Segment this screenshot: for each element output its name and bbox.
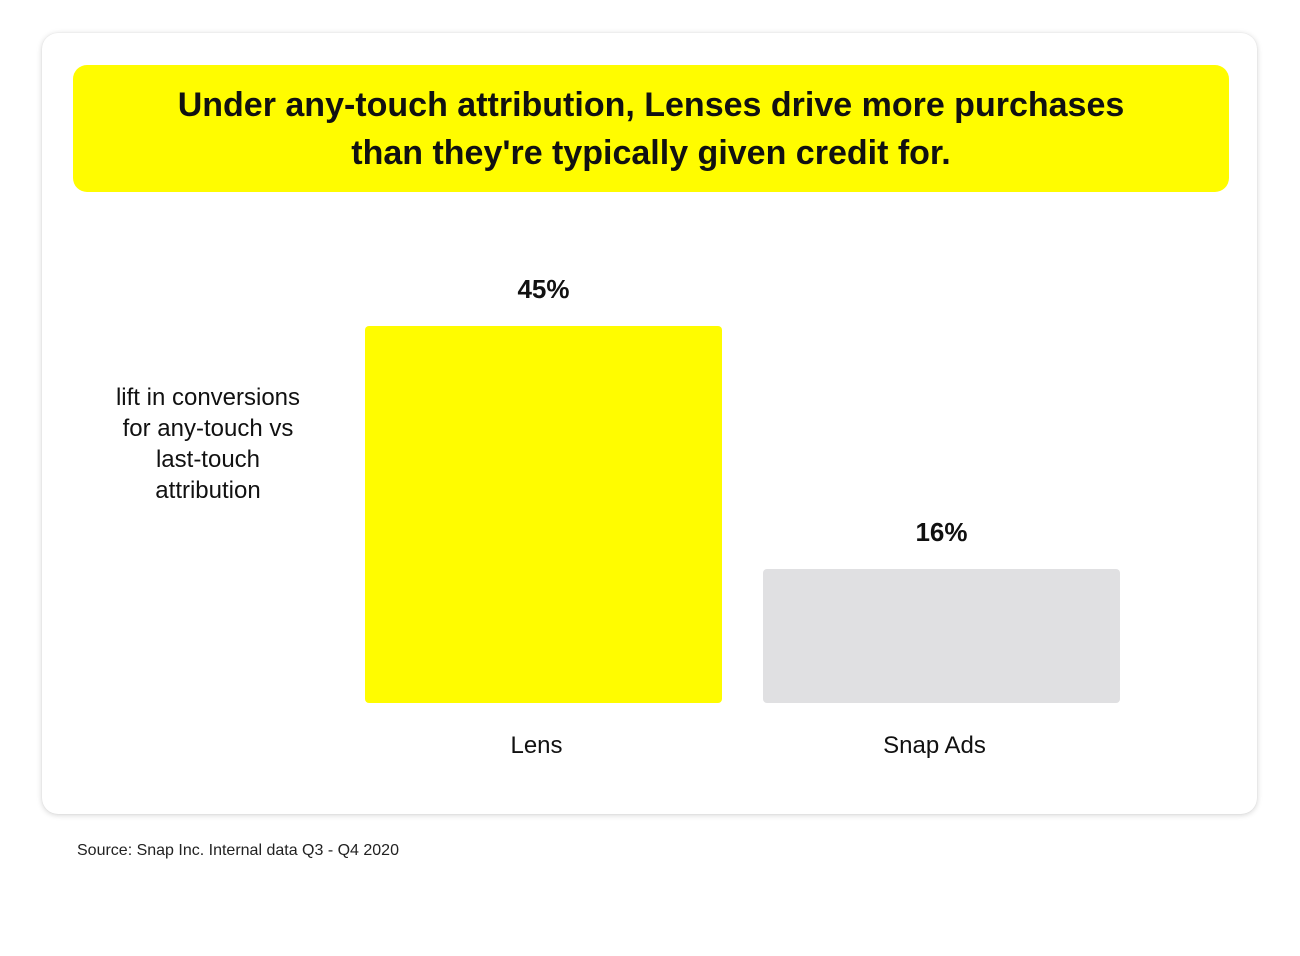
category-label-lens: Lens: [510, 732, 562, 759]
y-axis-label: lift in conversions for any-touch vs las…: [115, 384, 301, 504]
source-note: Source: Snap Inc. Internal data Q3 - Q4 …: [77, 842, 399, 859]
bar-lens: [365, 326, 722, 703]
bar-snap-ads: [763, 568, 1120, 703]
chart-title: Under any-touch attribution, Lenses driv…: [177, 85, 1125, 172]
category-label-snap-ads: Snap Ads: [883, 732, 986, 759]
value-label-lens: 45%: [517, 274, 569, 304]
title-banner: Under any-touch attribution, Lenses driv…: [73, 65, 1229, 192]
value-label-snap-ads: 16%: [915, 517, 967, 547]
